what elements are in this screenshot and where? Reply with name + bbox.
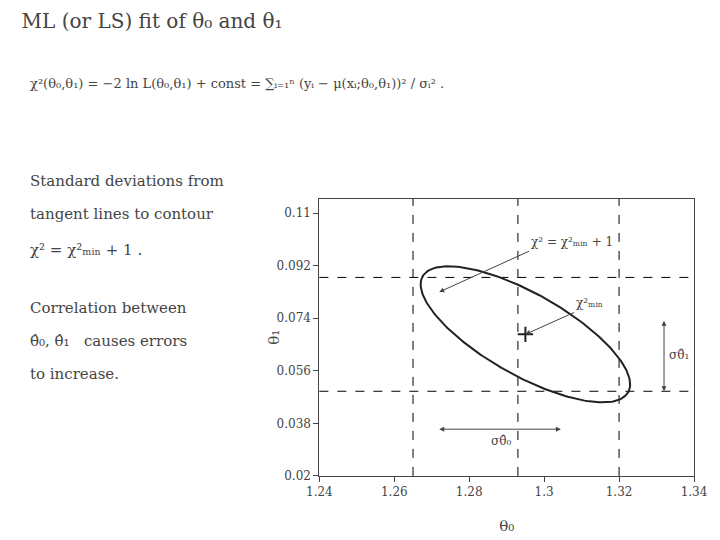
svg-text:θ₀: θ₀ — [499, 517, 514, 535]
svg-text:0.092: 0.092 — [277, 259, 311, 273]
svg-text:1.34: 1.34 — [681, 485, 708, 499]
svg-text:ML (or LS) fit of θ₀ and θ₁: ML (or LS) fit of θ₀ and θ₁ — [22, 9, 283, 33]
svg-text:1.26: 1.26 — [381, 485, 408, 499]
svg-text:0.074: 0.074 — [277, 311, 312, 325]
svg-text:Correlation between: Correlation between — [30, 299, 187, 317]
svg-text:θ̂₀, θ̂₁ causes errors: θ̂₀, θ̂₁ causes errors — [30, 332, 187, 350]
svg-text:χ²(θ₀,θ₁) = −2 ln L(θ₀,θ₁) + c: χ²(θ₀,θ₁) = −2 ln L(θ₀,θ₁) + const = ∑ᵢ₌… — [30, 76, 444, 91]
svg-text:0.056: 0.056 — [277, 364, 311, 378]
svg-text:χ² = χ²ₘᵢₙ + 1 .: χ² = χ²ₘᵢₙ + 1 . — [30, 241, 142, 259]
svg-text:χ²ₘᵢₙ: χ²ₘᵢₙ — [576, 296, 603, 310]
svg-text:σθ̂₁: σθ̂₁ — [669, 348, 689, 362]
svg-text:1.28: 1.28 — [456, 485, 483, 499]
svg-text:1.3: 1.3 — [535, 485, 554, 499]
svg-text:0.11: 0.11 — [284, 206, 311, 220]
svg-text:θ₁: θ₁ — [265, 330, 283, 345]
svg-text:0.02: 0.02 — [284, 469, 311, 483]
svg-text:σθ̂₀: σθ̂₀ — [491, 434, 511, 448]
svg-text:Standard deviations from: Standard deviations from — [30, 172, 224, 190]
svg-text:1.24: 1.24 — [306, 485, 333, 499]
svg-text:χ² = χ²ₘᵢₙ + 1: χ² = χ²ₘᵢₙ + 1 — [531, 235, 613, 249]
svg-text:1.32: 1.32 — [606, 485, 633, 499]
svg-text:0.038: 0.038 — [277, 417, 311, 431]
svg-text:to increase.: to increase. — [30, 365, 119, 383]
svg-text:tangent lines to contour: tangent lines to contour — [30, 205, 214, 223]
